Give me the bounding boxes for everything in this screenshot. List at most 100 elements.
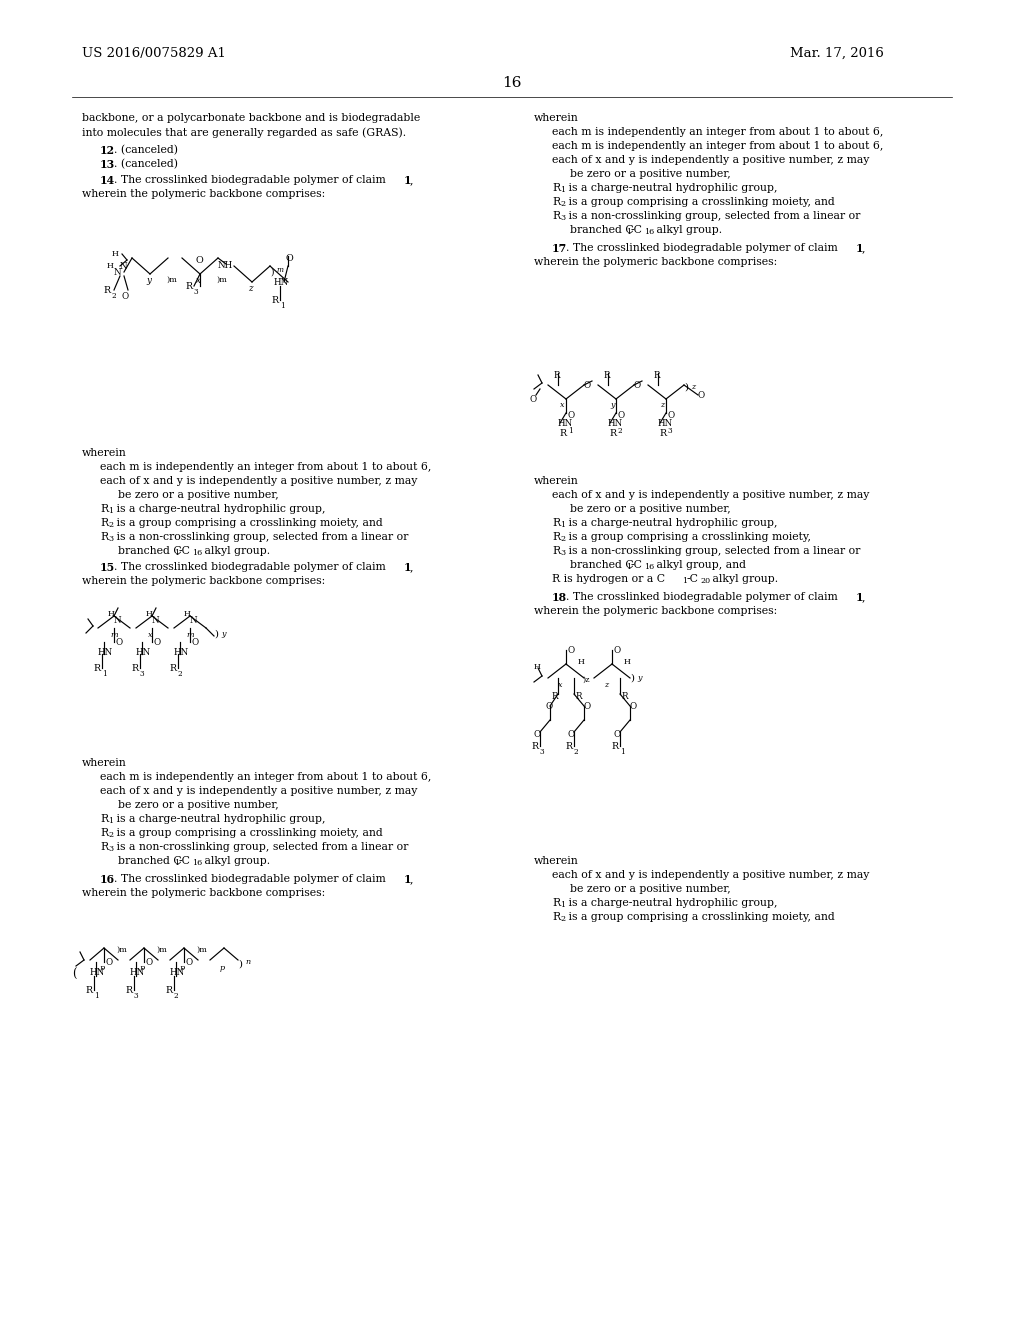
Text: be zero or a positive number,: be zero or a positive number,	[570, 884, 731, 894]
Text: alkyl group, and: alkyl group, and	[653, 560, 746, 570]
Text: H: H	[184, 610, 190, 618]
Text: H: H	[534, 663, 541, 671]
Text: 16: 16	[193, 859, 203, 867]
Text: R: R	[622, 692, 629, 701]
Text: 1: 1	[404, 176, 412, 186]
Text: is a charge-neutral hydrophilic group,: is a charge-neutral hydrophilic group,	[113, 504, 326, 513]
Text: is a group comprising a crosslinking moiety, and: is a group comprising a crosslinking moi…	[113, 517, 383, 528]
Text: R: R	[654, 371, 660, 380]
Text: 16: 16	[644, 228, 654, 236]
Text: HN: HN	[98, 648, 114, 657]
Text: O: O	[668, 411, 675, 420]
Text: O: O	[546, 702, 553, 711]
Text: 3: 3	[668, 426, 673, 436]
Text: ): )	[684, 383, 688, 392]
Text: 1: 1	[404, 874, 412, 884]
Text: x: x	[560, 401, 564, 409]
Text: backbone, or a polycarbonate backbone and is biodegradable: backbone, or a polycarbonate backbone an…	[82, 114, 420, 123]
Text: is a group comprising a crosslinking moiety,: is a group comprising a crosslinking moi…	[565, 532, 811, 543]
Text: )m: )m	[116, 946, 127, 954]
Text: O: O	[286, 253, 294, 263]
Text: 12: 12	[100, 145, 115, 156]
Text: 1: 1	[856, 243, 863, 253]
Text: each m is independently an integer from about 1 to about 6,: each m is independently an integer from …	[100, 772, 431, 781]
Text: R: R	[552, 183, 560, 193]
Text: z: z	[691, 383, 695, 391]
Text: 14: 14	[100, 176, 115, 186]
Text: 2: 2	[108, 832, 113, 840]
Text: branched C: branched C	[118, 855, 181, 866]
Text: 2: 2	[178, 671, 182, 678]
Text: -C: -C	[631, 560, 643, 570]
Text: wherein the polymeric backbone comprises:: wherein the polymeric backbone comprises…	[534, 257, 777, 267]
Text: each of x and y is independently a positive number, z may: each of x and y is independently a posit…	[552, 490, 869, 500]
Text: 1: 1	[108, 817, 113, 825]
Text: wherein: wherein	[534, 114, 579, 123]
Text: each m is independently an integer from about 1 to about 6,: each m is independently an integer from …	[552, 141, 884, 150]
Text: R: R	[100, 504, 109, 513]
Text: 2: 2	[618, 426, 623, 436]
Text: O: O	[618, 411, 625, 420]
Text: 16: 16	[193, 549, 203, 557]
Text: R: R	[552, 211, 560, 220]
Text: N: N	[114, 616, 122, 624]
Text: each of x and y is independently a positive number, z may: each of x and y is independently a posit…	[552, 154, 869, 165]
Text: y: y	[637, 675, 641, 682]
Text: 1: 1	[174, 549, 179, 557]
Text: O: O	[698, 391, 706, 400]
Text: HN: HN	[136, 648, 152, 657]
Text: z: z	[604, 681, 608, 689]
Text: R: R	[100, 814, 109, 824]
Text: O: O	[614, 645, 622, 655]
Text: wherein the polymeric backbone comprises:: wherein the polymeric backbone comprises…	[82, 888, 326, 898]
Text: branched C: branched C	[118, 546, 181, 556]
Text: R: R	[612, 742, 620, 751]
Text: ,: ,	[410, 562, 414, 572]
Text: O: O	[568, 730, 575, 739]
Text: y: y	[610, 401, 614, 409]
Text: ,: ,	[862, 591, 865, 602]
Text: R: R	[552, 898, 560, 908]
Text: is a group comprising a crosslinking moiety, and: is a group comprising a crosslinking moi…	[565, 197, 835, 207]
Text: R: R	[100, 532, 109, 543]
Text: p: p	[220, 964, 225, 972]
Text: is a non-crosslinking group, selected from a linear or: is a non-crosslinking group, selected fr…	[113, 842, 409, 851]
Text: US 2016/0075829 A1: US 2016/0075829 A1	[82, 48, 226, 59]
Text: 3: 3	[560, 549, 565, 557]
Text: R: R	[532, 742, 539, 751]
Text: R: R	[166, 986, 173, 995]
Text: ,: ,	[862, 243, 865, 253]
Text: O: O	[534, 730, 541, 739]
Text: HN: HN	[174, 648, 189, 657]
Text: 15: 15	[100, 562, 116, 573]
Text: wherein the polymeric backbone comprises:: wherein the polymeric backbone comprises…	[82, 576, 326, 586]
Text: R: R	[552, 517, 560, 528]
Text: 1: 1	[682, 577, 687, 585]
Text: 13: 13	[100, 158, 116, 170]
Text: 16: 16	[502, 77, 522, 90]
Text: O: O	[584, 702, 591, 711]
Text: 16: 16	[644, 564, 654, 572]
Text: O: O	[614, 730, 622, 739]
Text: )m: )m	[196, 946, 207, 954]
Text: y: y	[221, 630, 225, 638]
Text: 16: 16	[100, 874, 115, 884]
Text: R: R	[552, 532, 560, 543]
Text: 1: 1	[560, 521, 565, 529]
Text: 2: 2	[560, 915, 565, 923]
Text: m: m	[110, 631, 118, 639]
Text: O: O	[568, 645, 575, 655]
Text: . (canceled): . (canceled)	[114, 158, 178, 169]
Text: ,: ,	[410, 874, 414, 884]
Text: R: R	[100, 828, 109, 838]
Text: O: O	[122, 292, 129, 301]
Text: 1: 1	[560, 186, 565, 194]
Text: Mar. 17, 2016: Mar. 17, 2016	[790, 48, 884, 59]
Text: O: O	[195, 256, 203, 265]
Text: 17: 17	[552, 243, 567, 253]
Text: p: p	[100, 964, 105, 972]
Text: branched C: branched C	[570, 224, 634, 235]
Text: x: x	[558, 681, 562, 689]
Text: 1: 1	[280, 302, 285, 310]
Text: O: O	[584, 381, 591, 389]
